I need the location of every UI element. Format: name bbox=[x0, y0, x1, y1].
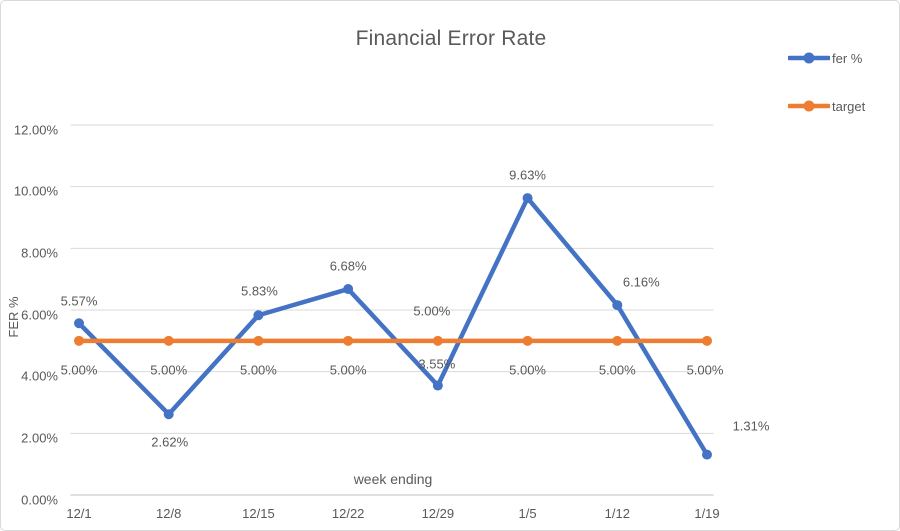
fer-data-point bbox=[343, 284, 354, 295]
x-axis-title: week ending bbox=[353, 471, 433, 487]
fer-data-point bbox=[74, 318, 84, 329]
fer-data-point bbox=[702, 449, 712, 460]
chart-title: Financial Error Rate bbox=[355, 27, 547, 50]
target-data-point bbox=[612, 335, 623, 346]
fer-data-point bbox=[253, 310, 264, 321]
target-data-point bbox=[432, 335, 443, 346]
target-data-point bbox=[522, 335, 533, 346]
target-data-point bbox=[343, 335, 354, 346]
target-data-point bbox=[702, 335, 712, 346]
legend-label-fer: fer % bbox=[832, 50, 863, 66]
fer-data-point bbox=[612, 300, 623, 311]
legend-item-target: target bbox=[788, 97, 865, 115]
target-series-legend-marker-icon bbox=[788, 100, 830, 112]
target-data-point bbox=[253, 335, 264, 346]
legend-item-fer: fer % bbox=[788, 49, 862, 67]
fer-data-point bbox=[522, 193, 533, 204]
legend-label-target: target bbox=[832, 98, 866, 114]
target-data-point bbox=[74, 335, 84, 346]
fer-series-line bbox=[76, 195, 710, 457]
fer-series-legend-marker-icon bbox=[788, 52, 830, 64]
y-axis-title: FER % bbox=[6, 296, 21, 338]
fer-data-point bbox=[163, 409, 174, 420]
target-data-point bbox=[163, 335, 174, 346]
fer-data-point bbox=[432, 380, 443, 391]
